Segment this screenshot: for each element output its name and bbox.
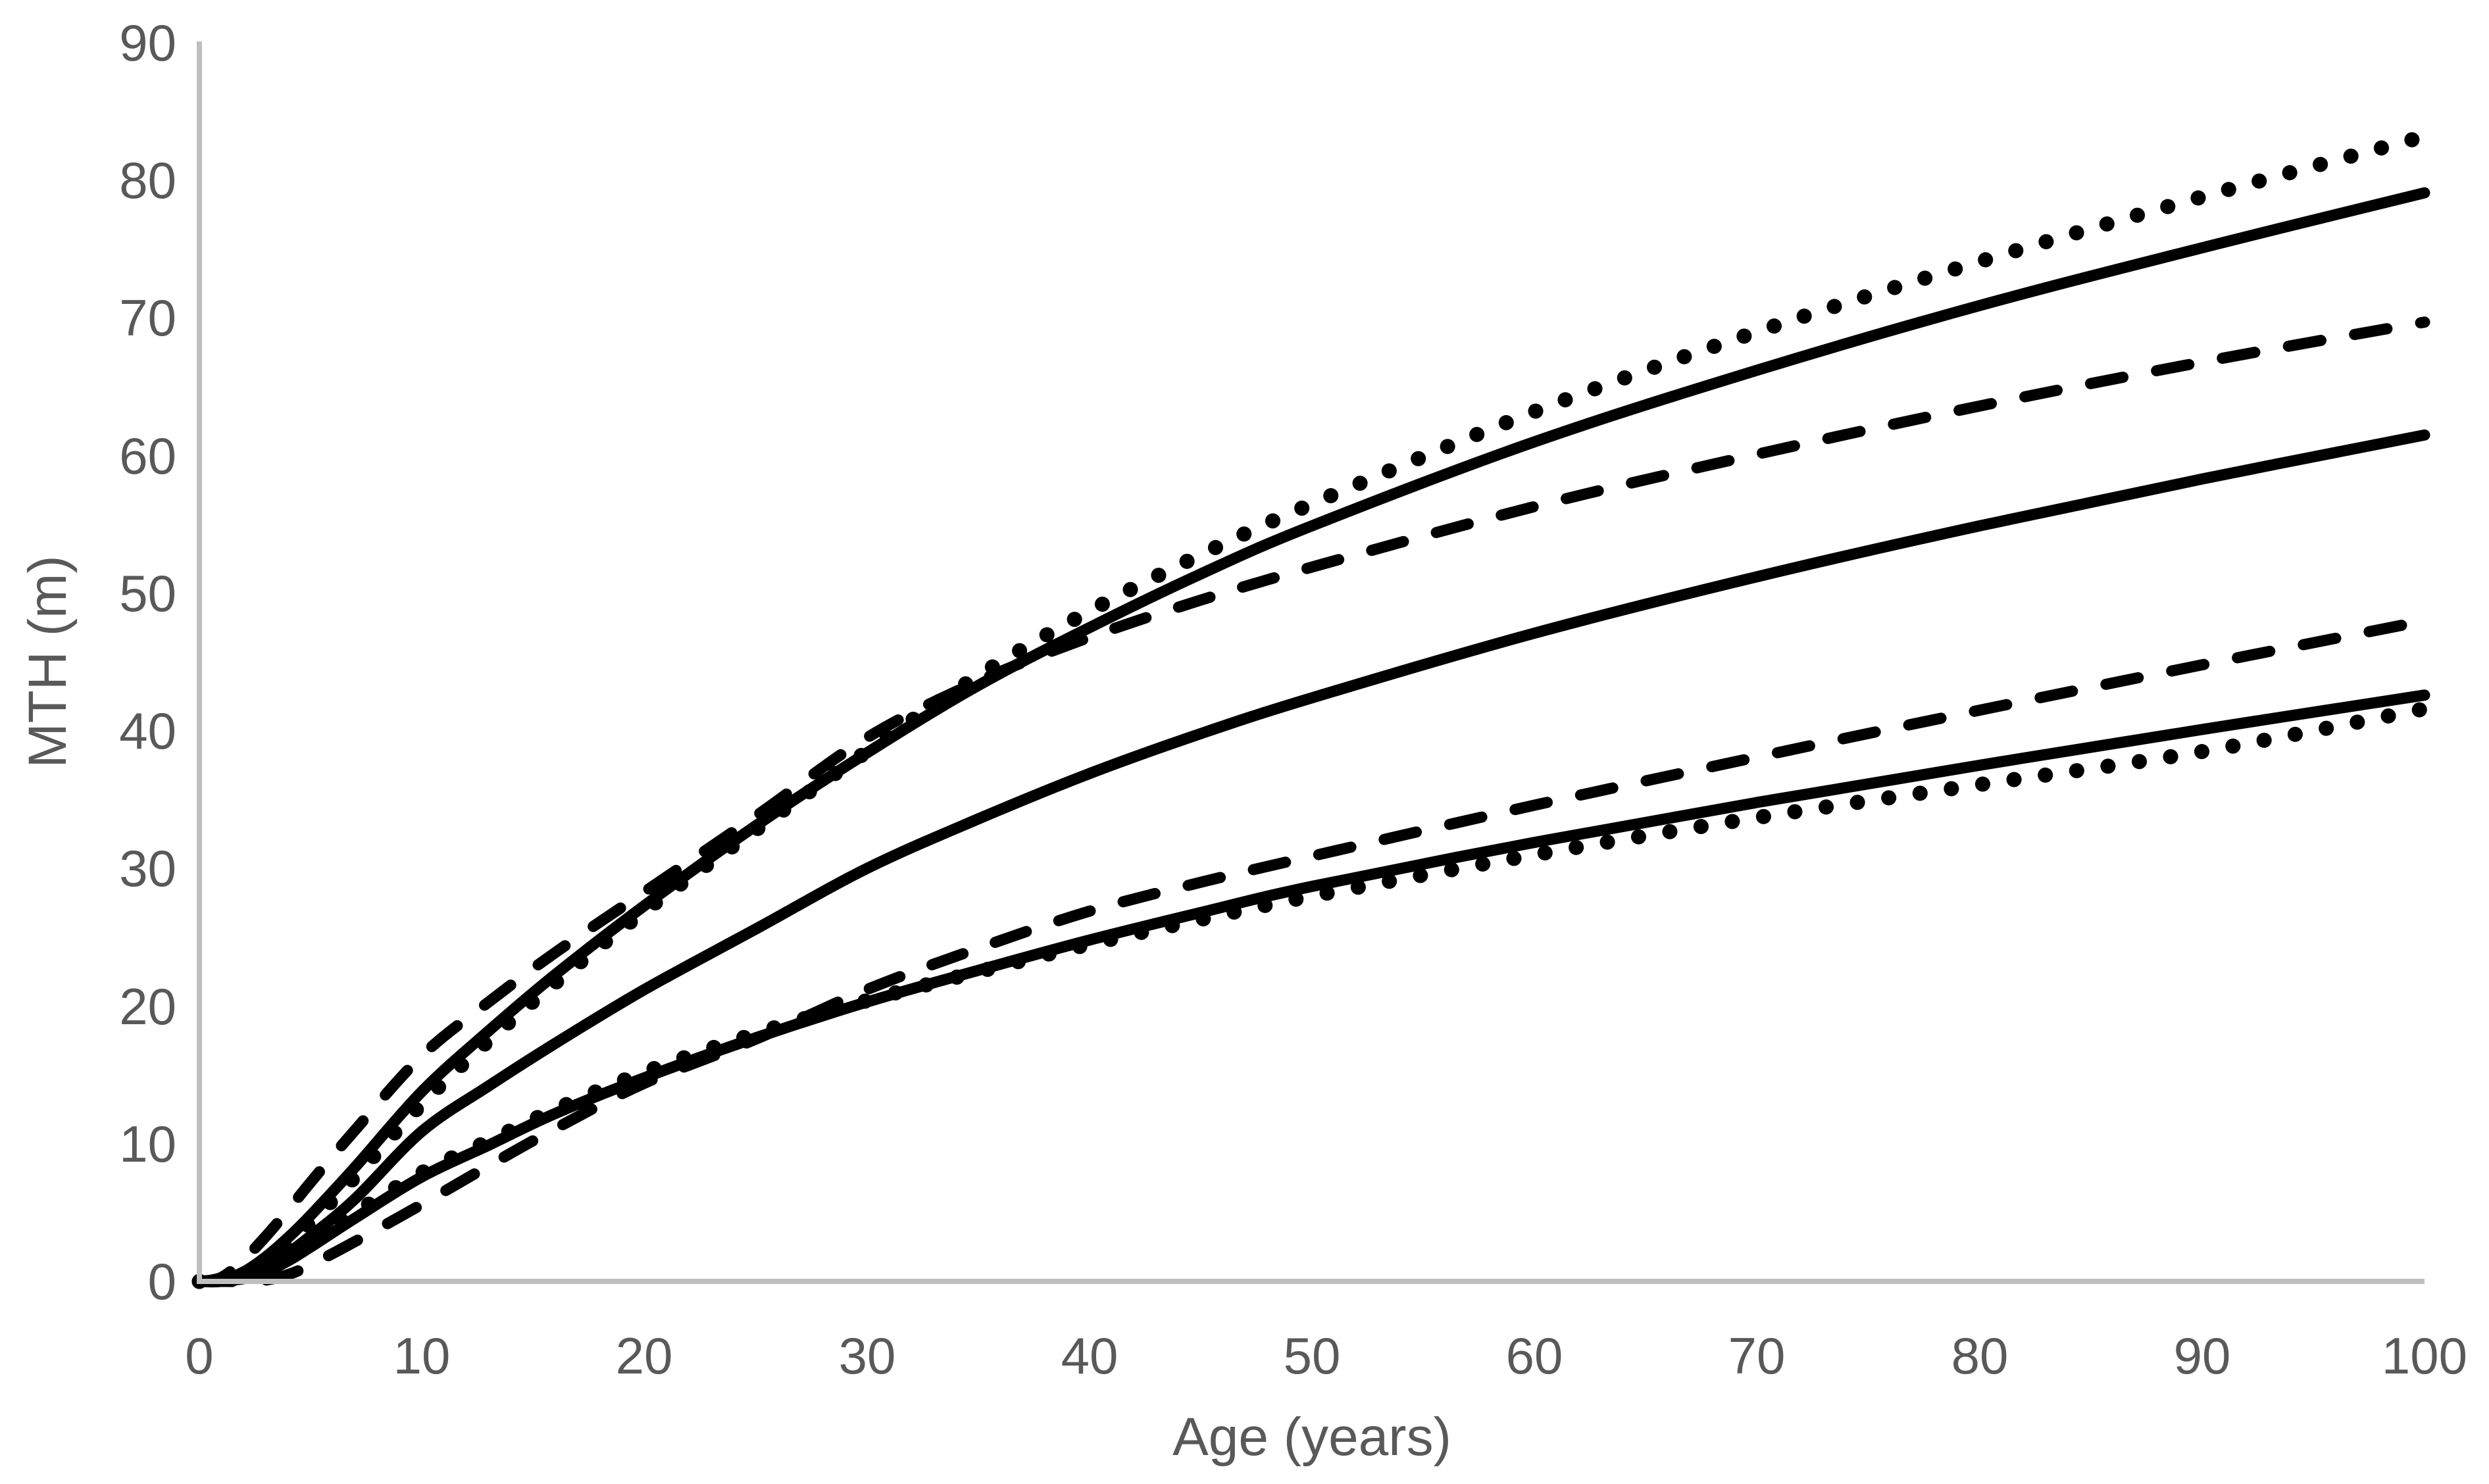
y-tick-label-20: 20 — [119, 977, 176, 1035]
y-tick-label-60: 60 — [119, 427, 176, 485]
x-tick-label-80: 80 — [1951, 1327, 2009, 1385]
series-upper-solid — [193, 187, 2430, 1287]
x-tick-label-90: 90 — [2174, 1327, 2231, 1385]
y-tick-label-10: 10 — [119, 1115, 176, 1173]
x-axis-tick-labels: 0 10 20 30 40 50 60 70 80 90 100 — [185, 1327, 2467, 1385]
x-tick-label-100: 100 — [2382, 1327, 2467, 1385]
x-tick-label-0: 0 — [185, 1327, 213, 1385]
y-tick-label-90: 90 — [119, 14, 176, 72]
series-upper-dotted — [191, 128, 2432, 1289]
y-tick-label-0: 0 — [148, 1252, 176, 1310]
series-lower-dotted — [191, 701, 2432, 1289]
series-middle-solid — [193, 429, 2430, 1288]
series-lower-dashed — [193, 615, 2430, 1287]
x-axis-title: Age (years) — [1172, 1407, 1451, 1467]
x-tick-label-10: 10 — [393, 1327, 451, 1385]
y-tick-label-40: 40 — [119, 702, 176, 760]
y-axis-tick-labels: 0 10 20 30 40 50 60 70 80 90 — [119, 14, 176, 1310]
curves-layer — [191, 128, 2432, 1289]
x-tick-label-60: 60 — [1506, 1327, 1563, 1385]
x-tick-label-20: 20 — [616, 1327, 673, 1385]
series-upper-dashed — [193, 316, 2430, 1287]
y-tick-label-70: 70 — [119, 289, 176, 347]
x-tick-label-40: 40 — [1061, 1327, 1119, 1385]
x-tick-label-70: 70 — [1728, 1327, 1786, 1385]
x-tick-label-30: 30 — [839, 1327, 896, 1385]
y-tick-label-30: 30 — [119, 839, 176, 897]
x-tick-label-50: 50 — [1284, 1327, 1341, 1385]
y-tick-label-50: 50 — [119, 564, 176, 622]
y-tick-label-80: 80 — [119, 151, 176, 209]
y-axis-title: MTH (m) — [18, 555, 78, 768]
